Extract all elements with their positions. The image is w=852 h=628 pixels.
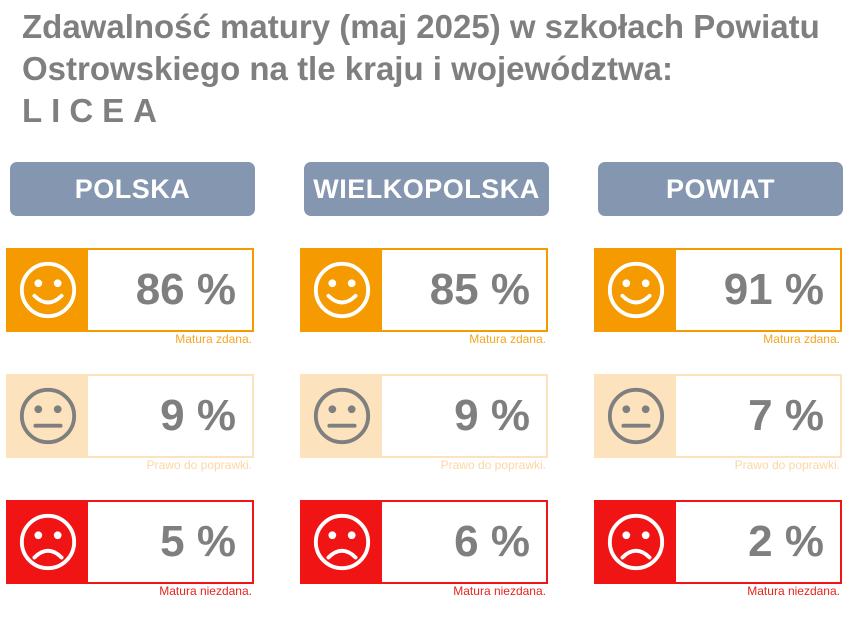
stat-box: 6 % bbox=[300, 500, 548, 584]
retake-percentage: 9 % bbox=[160, 391, 236, 440]
smiling-face-icon bbox=[302, 250, 382, 330]
column-header: POLSKA bbox=[10, 162, 255, 216]
column-wielkopolska: WIELKOPOLSKA 85 % Matura zdana. 9 % Praw… bbox=[294, 162, 554, 622]
frowning-face-icon bbox=[302, 502, 382, 582]
title-line-2: Ostrowskiego na tle kraju i województwa: bbox=[22, 50, 673, 87]
fail-percentage: 6 % bbox=[454, 517, 530, 566]
stat-box: 85 % bbox=[300, 248, 548, 332]
pass-percentage: 85 % bbox=[429, 265, 530, 314]
pass-caption: Matura zdana. bbox=[469, 332, 546, 346]
retake-caption: Prawo do poprawki. bbox=[734, 458, 840, 472]
pass-caption: Matura zdana. bbox=[763, 332, 840, 346]
retake-percentage: 9 % bbox=[454, 391, 530, 440]
page-title: Zdawalność matury (maj 2025) w szkołach … bbox=[22, 6, 842, 132]
neutral-face-icon bbox=[596, 376, 676, 456]
column-header: WIELKOPOLSKA bbox=[304, 162, 549, 216]
smiling-face-icon bbox=[8, 250, 88, 330]
frowning-face-icon bbox=[8, 502, 88, 582]
frowning-face-icon bbox=[596, 502, 676, 582]
stat-box: 5 % bbox=[6, 500, 254, 584]
smiling-face-icon bbox=[596, 250, 676, 330]
pass-percentage: 86 % bbox=[135, 265, 236, 314]
neutral-face-icon bbox=[8, 376, 88, 456]
column-powiat: POWIAT 91 % Matura zdana. 7 % Prawo do p… bbox=[588, 162, 848, 622]
retake-caption: Prawo do poprawki. bbox=[440, 458, 546, 472]
retake-caption: Prawo do poprawki. bbox=[146, 458, 252, 472]
stat-box: 2 % bbox=[594, 500, 842, 584]
fail-caption: Matura niezdana. bbox=[453, 584, 546, 598]
fail-percentage: 2 % bbox=[748, 517, 824, 566]
title-subtitle: LICEA bbox=[22, 92, 166, 129]
stat-box: 7 % bbox=[594, 374, 842, 458]
stat-box: 9 % bbox=[300, 374, 548, 458]
pass-percentage: 91 % bbox=[723, 265, 824, 314]
neutral-face-icon bbox=[302, 376, 382, 456]
stat-box: 91 % bbox=[594, 248, 842, 332]
fail-caption: Matura niezdana. bbox=[747, 584, 840, 598]
column-polska: POLSKA 86 % Matura zdana. 9 % Prawo do p… bbox=[0, 162, 260, 622]
fail-percentage: 5 % bbox=[160, 517, 236, 566]
stat-box: 9 % bbox=[6, 374, 254, 458]
title-line-1: Zdawalność matury (maj 2025) w szkołach … bbox=[22, 8, 820, 45]
pass-caption: Matura zdana. bbox=[175, 332, 252, 346]
fail-caption: Matura niezdana. bbox=[159, 584, 252, 598]
column-header: POWIAT bbox=[598, 162, 843, 216]
retake-percentage: 7 % bbox=[748, 391, 824, 440]
stat-box: 86 % bbox=[6, 248, 254, 332]
